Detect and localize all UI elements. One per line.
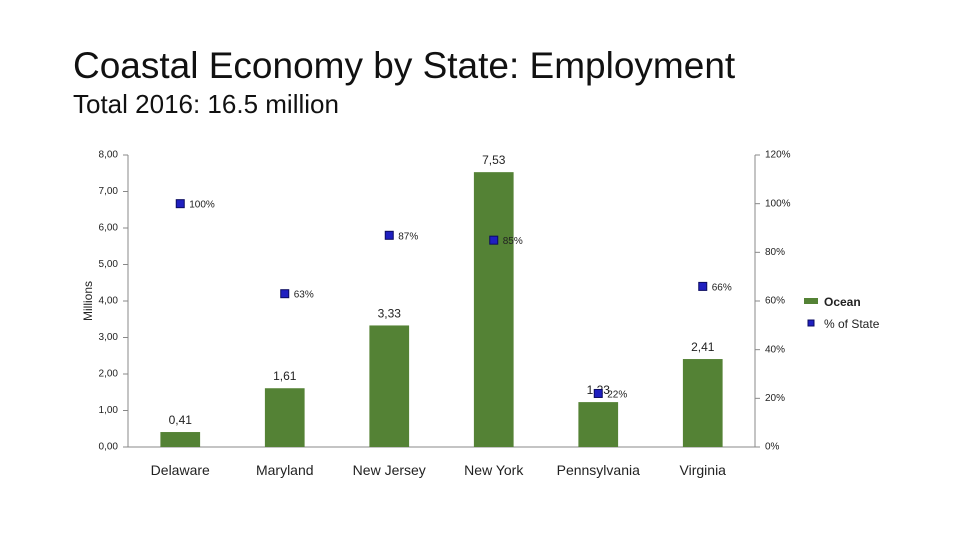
data-label: 0,41	[169, 413, 193, 427]
data-label: 85%	[503, 236, 523, 247]
legend-swatch	[807, 319, 815, 327]
y-tick-label: 0,00	[99, 442, 119, 453]
y-tick-label: 3,00	[99, 332, 119, 343]
bar	[578, 402, 619, 447]
y-tick-label: 2,00	[99, 369, 119, 380]
marker	[698, 281, 708, 291]
y2-tick-label: 120%	[765, 150, 791, 161]
y-tick-label: 6,00	[99, 223, 119, 234]
data-label: 7,53	[482, 153, 506, 167]
marker	[280, 289, 290, 299]
x-tick-label: Maryland	[256, 462, 314, 478]
x-tick-label: Virginia	[680, 462, 727, 478]
marker	[384, 230, 394, 240]
y-axis-label: Millions	[81, 281, 95, 321]
marker	[593, 388, 603, 398]
y-tick-label: 7,00	[99, 186, 119, 197]
y2-tick-label: 0%	[765, 442, 780, 453]
data-label: 63%	[294, 290, 314, 301]
chart-title: Coastal Economy by State: Employment	[73, 45, 736, 86]
bar	[264, 388, 305, 447]
y2-tick-label: 40%	[765, 344, 785, 355]
legend-swatch	[804, 298, 818, 304]
y2-tick-label: 100%	[765, 198, 791, 209]
data-label: 87%	[398, 231, 418, 242]
y2-tick-label: 60%	[765, 296, 785, 307]
chart-subtitle: Total 2016: 16.5 million	[73, 89, 339, 119]
legend-label: % of State	[824, 317, 880, 331]
data-label: 1,61	[273, 369, 297, 383]
data-label: 66%	[712, 282, 732, 293]
data-label: 100%	[189, 200, 215, 211]
data-label: 22%	[607, 389, 627, 400]
y2-tick-label: 20%	[765, 393, 785, 404]
x-tick-label: New York	[464, 462, 524, 478]
bar	[160, 432, 201, 447]
legend-label: Ocean	[824, 295, 861, 309]
x-tick-label: Pennsylvania	[557, 462, 640, 478]
bar	[369, 325, 410, 447]
data-label: 2,41	[691, 340, 715, 354]
y-tick-label: 5,00	[99, 259, 119, 270]
data-label: 3,33	[378, 306, 402, 320]
y2-tick-label: 80%	[765, 247, 785, 258]
marker	[175, 199, 185, 209]
y-tick-label: 4,00	[99, 296, 119, 307]
bar	[682, 359, 723, 447]
bar	[473, 172, 514, 447]
x-tick-label: Delaware	[151, 462, 210, 478]
marker	[489, 235, 499, 245]
y-tick-label: 8,00	[99, 150, 119, 161]
x-tick-label: New Jersey	[353, 462, 426, 478]
y-tick-label: 1,00	[99, 405, 119, 416]
